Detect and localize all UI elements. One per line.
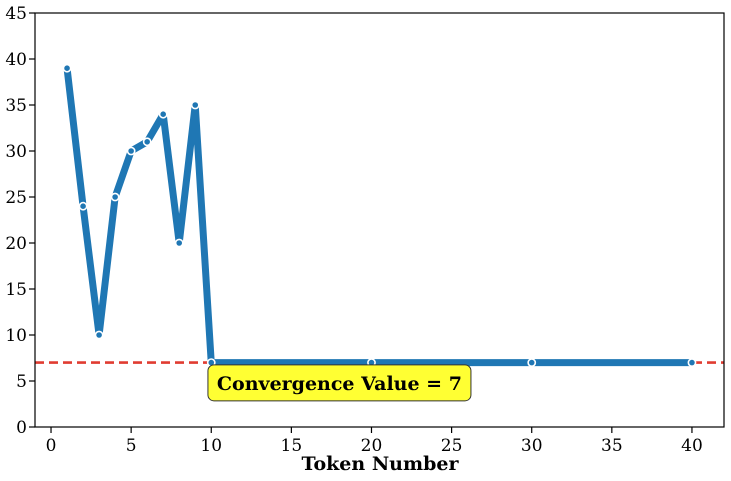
x-tick-label: 0 — [46, 436, 57, 456]
x-tick-label: 40 — [681, 436, 703, 456]
y-tick-label: 25 — [5, 188, 27, 208]
y-tick-label: 5 — [16, 372, 27, 392]
data-point — [158, 109, 168, 119]
y-tick-label: 15 — [5, 280, 27, 300]
convergence-annotation: Convergence Value = 7 — [207, 364, 472, 402]
data-point — [78, 201, 88, 211]
x-tick-label: 10 — [200, 436, 222, 456]
annotation-label: Convergence Value = 7 — [217, 373, 462, 395]
x-tick-label: 25 — [441, 436, 463, 456]
x-tick-label: 20 — [361, 436, 383, 456]
data-point — [126, 146, 136, 156]
y-tick-label: 30 — [5, 142, 27, 162]
y-tick-label: 20 — [5, 234, 27, 254]
data-point — [190, 100, 200, 110]
y-tick-label: 0 — [16, 418, 27, 438]
data-point — [687, 358, 697, 367]
data-point — [110, 192, 120, 202]
plot-frame — [34, 12, 725, 428]
y-tick-label: 10 — [5, 326, 27, 346]
y-tick-label: 35 — [5, 96, 27, 116]
x-tick-label: 30 — [521, 436, 543, 456]
data-point — [174, 238, 184, 248]
data-point — [142, 137, 152, 147]
x-tick-label: 35 — [601, 436, 623, 456]
data-point — [527, 358, 537, 367]
data-point — [94, 330, 104, 340]
annotation-box — [207, 364, 472, 402]
y-tick-label: 40 — [5, 50, 27, 70]
y-tick-label: 45 — [5, 4, 27, 24]
x-tick-label: 15 — [281, 436, 303, 456]
x-axis-title: Token Number — [302, 453, 460, 475]
data-point — [62, 63, 72, 73]
x-tick-label: 5 — [126, 436, 137, 456]
